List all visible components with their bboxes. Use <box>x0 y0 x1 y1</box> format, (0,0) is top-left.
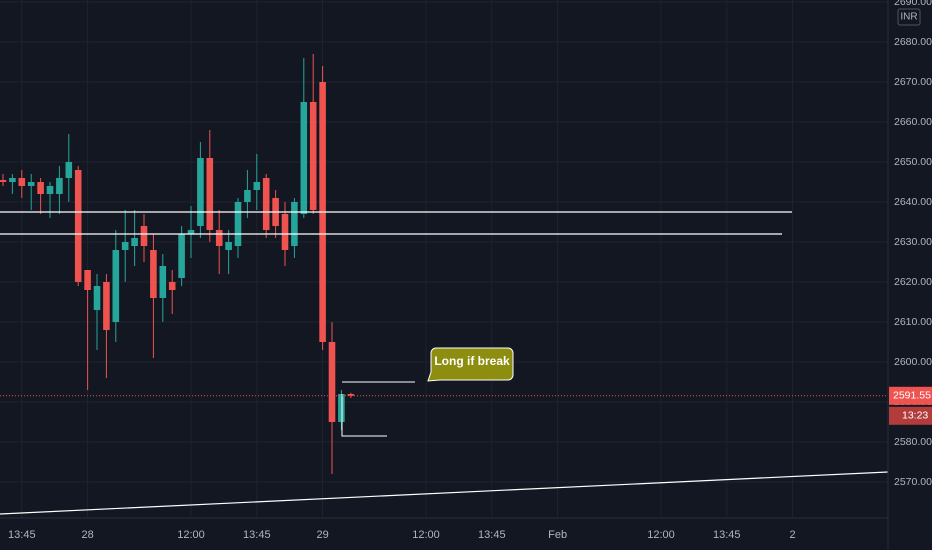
range-line <box>341 394 387 437</box>
candle-body <box>65 162 73 178</box>
x-tick-label: 13:45 <box>8 529 36 541</box>
candle-body <box>291 202 298 246</box>
candle-body <box>197 158 204 226</box>
candle-body <box>300 102 308 214</box>
y-tick-label: 2630.00 <box>894 236 932 248</box>
x-tick-label: 2 <box>790 529 796 541</box>
y-tick-label: 2610.00 <box>894 316 932 328</box>
candle-body <box>234 202 242 246</box>
candle-body <box>56 178 63 194</box>
candle-body <box>74 170 82 282</box>
candle-body <box>0 180 7 182</box>
currency: INR <box>900 12 917 23</box>
annotation-text: Long if break <box>434 354 510 368</box>
candle-body <box>37 182 44 194</box>
candle-body <box>262 178 270 230</box>
candle-body <box>150 250 157 298</box>
annotation-box <box>427 347 514 382</box>
y-tick-label: 2640.00 <box>894 196 932 208</box>
y-tick-label: 2660.00 <box>894 116 932 128</box>
candle-body <box>309 102 317 210</box>
x-tick-label: 13:45 <box>713 529 741 541</box>
candle-body <box>215 230 223 246</box>
candle-body <box>225 242 232 250</box>
candle-body <box>9 178 16 182</box>
x-tick-label: 29 <box>316 529 328 541</box>
candle-body <box>347 394 355 396</box>
grid <box>0 0 888 518</box>
candle-body <box>112 250 120 322</box>
candle-body <box>168 282 176 290</box>
candles <box>0 54 355 474</box>
x-tick-label: 12:00 <box>412 529 440 541</box>
currency-box <box>897 8 921 26</box>
candle-body <box>46 186 54 194</box>
candle-body <box>187 230 195 234</box>
countdown: 13:23 <box>902 410 928 422</box>
candle-body <box>103 282 110 330</box>
candle-body <box>140 226 148 246</box>
x-tick-label: 12:00 <box>177 529 205 541</box>
candle-body <box>121 242 129 250</box>
y-tick-label: 2680.00 <box>894 36 932 48</box>
candle-body <box>206 158 214 230</box>
candle-body <box>84 270 91 290</box>
y-tick-label: 2570.00 <box>894 476 932 488</box>
y-tick-label: 2600.00 <box>894 356 932 368</box>
y-tick-label: 2620.00 <box>894 276 932 288</box>
y-tick-label: 2670.00 <box>894 76 932 88</box>
candle-body <box>253 182 261 190</box>
candle-body <box>18 178 26 186</box>
x-tick-label: Feb <box>548 529 567 541</box>
y-tick-label: 2650.00 <box>894 156 932 168</box>
candle-body <box>27 182 35 186</box>
y-tick-label: 2580.00 <box>894 436 932 448</box>
candle-body <box>159 266 167 298</box>
candle-body <box>328 342 336 422</box>
candle-body <box>281 214 289 250</box>
y-tick-label: 2690.00 <box>894 0 932 8</box>
x-tick-label: 12:00 <box>647 529 675 541</box>
x-tick-label: 28 <box>81 529 93 541</box>
x-tick-label: 13:45 <box>243 529 271 541</box>
countdown-box <box>889 406 932 425</box>
candle-body <box>338 394 345 422</box>
candle-body <box>131 238 138 246</box>
candle-body <box>178 234 185 278</box>
x-tick-label: 13:45 <box>478 529 506 541</box>
candle-body <box>93 286 101 310</box>
last-price-label: 2591.55 <box>893 390 931 402</box>
candle-body <box>244 190 251 202</box>
last-price-box <box>889 386 932 405</box>
trend-line <box>0 471 889 515</box>
